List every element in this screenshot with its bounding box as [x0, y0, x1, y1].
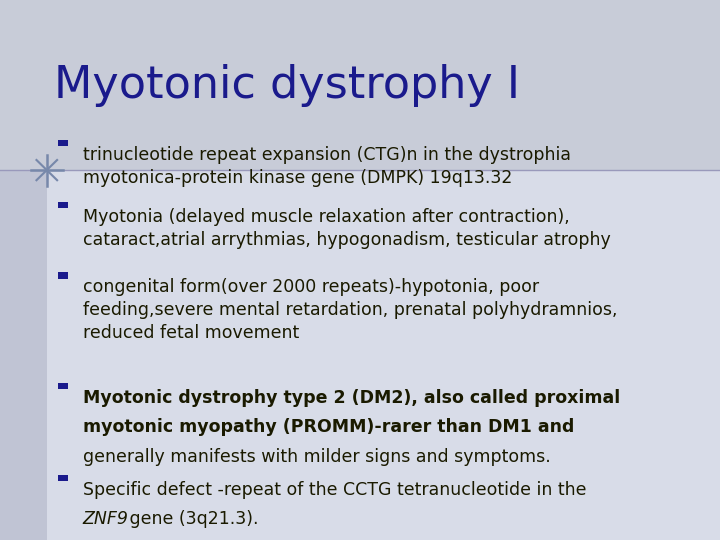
Text: Myotonia (delayed muscle relaxation after contraction),
cataract,atrial arrythmi: Myotonia (delayed muscle relaxation afte…	[83, 208, 611, 249]
Bar	[58, 272, 68, 279]
Text: Myotonic dystrophy I: Myotonic dystrophy I	[54, 64, 520, 106]
Bar	[58, 202, 68, 208]
Bar	[0, 0, 720, 170]
Text: Myotonic dystrophy type 2 (DM2), also called proximal: Myotonic dystrophy type 2 (DM2), also ca…	[83, 389, 620, 407]
Text: generally manifests with milder signs and symptoms.: generally manifests with milder signs an…	[83, 448, 551, 466]
Bar	[0, 170, 47, 540]
Bar	[58, 475, 68, 481]
Bar	[58, 383, 68, 389]
Text: ZNF9: ZNF9	[83, 510, 129, 528]
Text: Specific defect -repeat of the CCTG tetranucleotide in the: Specific defect -repeat of the CCTG tetr…	[83, 481, 586, 498]
Text: myotonic myopathy (PROMM)-rarer than DM1 and: myotonic myopathy (PROMM)-rarer than DM1…	[83, 418, 574, 436]
Text: trinucleotide repeat expansion (CTG)n in the dystrophia
myotonica-protein kinase: trinucleotide repeat expansion (CTG)n in…	[83, 146, 571, 187]
Text: congenital form(over 2000 repeats)-hypotonia, poor
feeding,severe mental retarda: congenital form(over 2000 repeats)-hypot…	[83, 278, 617, 342]
Bar	[58, 140, 68, 146]
Text: gene (3q21.3).: gene (3q21.3).	[124, 510, 258, 528]
Bar	[0, 170, 720, 540]
